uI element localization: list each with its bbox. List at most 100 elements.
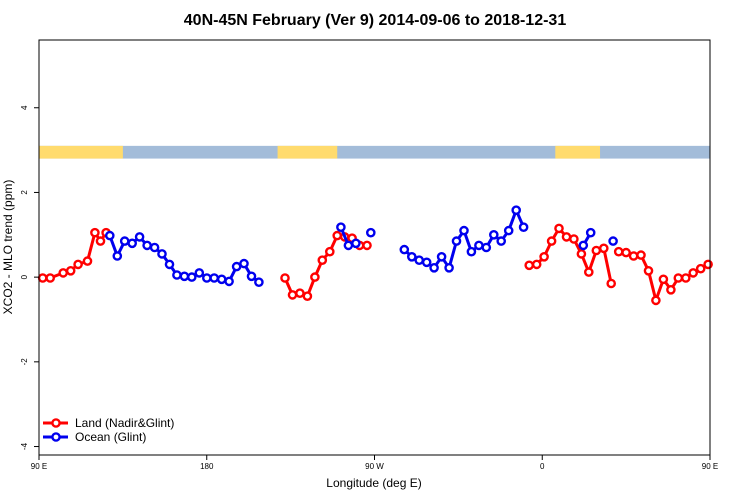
data-point — [474, 240, 484, 251]
data-point — [45, 273, 56, 283]
data-point — [554, 223, 564, 234]
data-point — [414, 255, 425, 266]
data-point — [681, 273, 691, 283]
data-point — [295, 288, 305, 299]
x-axis: 90 E 180 90 W 0 90 E — [31, 455, 718, 471]
data-point — [302, 291, 313, 302]
data-point — [246, 271, 257, 282]
data-point — [546, 236, 557, 246]
x-axis-label: Longitude (deg E) — [326, 476, 421, 490]
data-point — [584, 267, 594, 277]
data-point — [496, 236, 507, 246]
data-point — [524, 260, 535, 271]
y-tick-label: 4 — [20, 105, 29, 110]
data-point — [332, 230, 343, 241]
data-point — [149, 242, 160, 253]
data-point — [37, 273, 48, 283]
x-tick-label: 0 — [540, 462, 545, 471]
data-point — [606, 278, 617, 289]
data-point — [608, 236, 618, 246]
data-point — [231, 261, 242, 272]
data-point — [65, 265, 76, 276]
data-point — [451, 236, 462, 246]
data-point — [399, 244, 410, 255]
data-point — [365, 227, 376, 238]
chart-title: 40N-45N February (Ver 9) 2014-09-06 to 2… — [184, 12, 567, 29]
data-point — [119, 236, 130, 246]
data-point — [643, 265, 654, 276]
data-point — [201, 273, 212, 283]
data-point — [651, 295, 661, 306]
data-point — [172, 270, 182, 280]
data-point — [688, 268, 699, 278]
data-point — [503, 225, 514, 236]
y-axis: -4 -2 0 2 4 — [20, 105, 39, 450]
plot-frame — [38, 39, 711, 456]
data-point — [539, 251, 549, 262]
data-point — [531, 259, 542, 270]
data-point — [695, 263, 706, 274]
y-tick-label: -2 — [20, 358, 29, 366]
data-point — [628, 251, 639, 261]
data-point — [621, 247, 631, 258]
series-layer — [37, 205, 713, 306]
data-point — [216, 274, 227, 285]
data-point — [591, 245, 602, 256]
data-point — [343, 240, 354, 251]
legend: Land (Nadir&Glint)Ocean (Glint) — [43, 416, 174, 444]
data-point — [666, 284, 676, 295]
legend-marker — [51, 418, 61, 428]
y-tick-label: 2 — [20, 190, 29, 195]
data-point — [429, 262, 439, 273]
data-point — [351, 238, 361, 249]
data-point — [194, 268, 205, 278]
data-point — [362, 240, 372, 251]
data-point — [569, 234, 579, 244]
data-point — [703, 259, 713, 270]
data-point — [459, 225, 469, 236]
data-point — [239, 258, 249, 269]
data-point — [287, 290, 298, 300]
data-point — [436, 251, 447, 262]
x-tick-label: 90 E — [31, 462, 47, 471]
data-point — [157, 249, 167, 259]
data-point — [127, 238, 137, 249]
data-point — [224, 276, 234, 287]
data-point — [578, 240, 589, 251]
data-point — [95, 236, 106, 246]
surface-strip — [39, 145, 710, 159]
data-point — [336, 222, 346, 232]
data-point — [636, 250, 646, 260]
data-point — [576, 249, 587, 259]
data-point — [112, 251, 123, 261]
data-point — [444, 262, 454, 273]
data-point — [406, 251, 417, 262]
strip-land — [39, 145, 123, 159]
data-point — [317, 255, 328, 266]
x-tick-label: 180 — [200, 462, 214, 471]
legend-label: Ocean (Glint) — [75, 430, 146, 444]
data-point — [209, 273, 219, 283]
data-point — [142, 240, 152, 251]
y-axis-label: XCO2 - MLO trend (ppm) — [1, 180, 15, 315]
data-point — [673, 273, 684, 283]
data-point — [613, 246, 624, 257]
data-point — [254, 277, 264, 288]
data-point — [73, 259, 83, 270]
data-point — [310, 272, 320, 282]
data-point — [561, 232, 572, 242]
y-tick-label: 0 — [20, 274, 29, 279]
data-point — [511, 205, 522, 215]
data-point — [488, 229, 499, 240]
legend-marker — [51, 432, 61, 442]
data-point — [186, 272, 197, 282]
series-ocean — [105, 205, 618, 288]
strip-land — [555, 145, 601, 159]
data-point — [105, 230, 115, 241]
x-tick-label: 90 W — [365, 462, 384, 471]
data-point — [179, 271, 190, 282]
data-point — [90, 227, 100, 238]
strip-land — [277, 145, 338, 159]
legend-label: Land (Nadir&Glint) — [75, 416, 174, 430]
